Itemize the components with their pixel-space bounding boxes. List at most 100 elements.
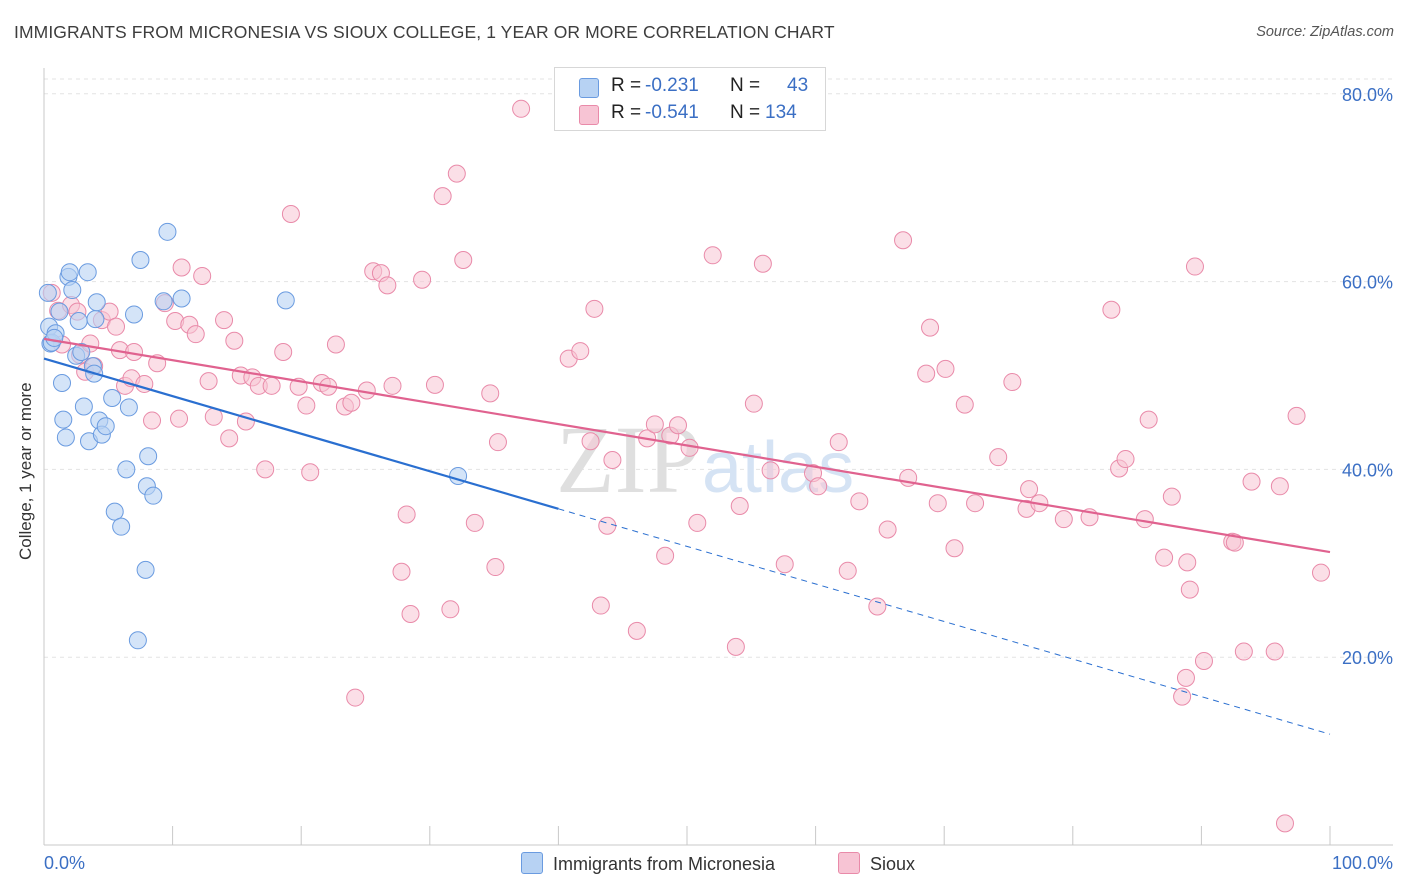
sioux-point xyxy=(172,258,191,277)
sioux-point xyxy=(868,597,887,616)
legend-item-micronesia[interactable]: Immigrants from Micronesia xyxy=(521,852,775,875)
sioux-n-label: N = xyxy=(730,102,761,123)
micronesia-point xyxy=(125,305,144,324)
sioux-point xyxy=(1178,553,1197,572)
sioux-point xyxy=(829,433,848,452)
sioux-point xyxy=(301,463,320,482)
micronesia-point xyxy=(136,560,155,579)
source-label: Source: ZipAtlas.com xyxy=(1256,24,1394,40)
sioux-point xyxy=(928,494,947,513)
sioux-point xyxy=(591,596,610,615)
y-tick-label: 80.0% xyxy=(1342,85,1393,105)
sioux-point xyxy=(917,364,936,383)
sioux-point xyxy=(401,605,420,623)
micronesia-r-value: -0.231 xyxy=(645,75,699,96)
sioux-point xyxy=(425,375,444,394)
sioux-point xyxy=(1139,410,1158,429)
sioux-point xyxy=(199,372,218,391)
sioux-trend-line xyxy=(43,337,1331,554)
sioux-point xyxy=(441,600,460,619)
sioux-point xyxy=(392,562,411,581)
sioux-point xyxy=(465,513,484,532)
sioux-point xyxy=(326,335,345,354)
micronesia-point xyxy=(131,250,150,269)
sioux-point xyxy=(1270,477,1289,496)
legend-item-sioux[interactable]: Sioux xyxy=(838,852,915,875)
micronesia-point xyxy=(45,328,64,347)
sioux-point xyxy=(413,270,432,289)
sioux-point xyxy=(571,342,590,361)
sioux-point xyxy=(838,561,857,580)
trend-lines xyxy=(43,337,1331,735)
sioux-point xyxy=(809,477,828,496)
sioux-point xyxy=(603,451,622,469)
micronesia-point xyxy=(63,281,82,300)
micronesia-point xyxy=(56,428,75,447)
sioux-point xyxy=(346,688,365,707)
chart-title: IMMIGRANTS FROM MICRONESIA VS SIOUX COLL… xyxy=(14,22,835,42)
sioux-point xyxy=(1287,406,1306,425)
micronesia-point xyxy=(172,289,191,308)
micronesia-point xyxy=(119,398,138,417)
sioux-point xyxy=(193,266,212,285)
sioux-point xyxy=(1275,814,1294,833)
sioux-point xyxy=(761,461,780,480)
sioux-point xyxy=(1054,510,1073,529)
legend-sioux-label: Sioux xyxy=(870,854,916,874)
sioux-point xyxy=(966,494,985,513)
micronesia-trend-line xyxy=(43,357,559,510)
y-tick-label: 40.0% xyxy=(1342,460,1393,480)
sioux-point xyxy=(486,558,505,577)
sioux-point xyxy=(753,254,772,273)
legend-micronesia-swatch xyxy=(521,852,543,874)
sioux-point xyxy=(1155,548,1174,567)
sioux-point xyxy=(220,429,239,448)
sioux-point xyxy=(1311,563,1330,582)
sioux-point xyxy=(1234,642,1253,661)
sioux-swatch xyxy=(579,105,599,125)
sioux-point xyxy=(378,276,397,295)
sioux-point xyxy=(1102,300,1121,319)
sioux-point xyxy=(256,460,275,479)
micronesia-point xyxy=(38,283,57,302)
sioux-point xyxy=(598,516,617,535)
sioux-point xyxy=(1185,257,1204,276)
sioux-point xyxy=(1194,651,1213,670)
micronesia-point xyxy=(103,389,122,408)
sioux-point xyxy=(726,637,745,656)
sioux-point xyxy=(989,448,1008,467)
y-tick-label: 60.0% xyxy=(1342,273,1393,293)
sioux-point xyxy=(107,317,126,336)
micronesia-point xyxy=(154,292,173,311)
y-axis-label: College, 1 year or more xyxy=(16,382,35,560)
sioux-point xyxy=(627,621,646,640)
sioux-point xyxy=(730,497,749,516)
sioux-point xyxy=(274,343,293,362)
sioux-point xyxy=(512,99,531,118)
micronesia-point xyxy=(117,460,136,479)
micronesia-swatch xyxy=(579,78,599,98)
sioux-point xyxy=(744,394,763,413)
sioux-point xyxy=(225,331,244,350)
stats-box: R = -0.231 N = 43 R = -0.541 N = 134 xyxy=(554,67,826,131)
micronesia-n-value: 43 xyxy=(787,75,809,96)
sioux-point xyxy=(775,555,794,574)
sioux-point xyxy=(1265,642,1284,661)
sioux-point xyxy=(656,546,675,565)
micronesia-point xyxy=(50,302,69,321)
axes xyxy=(43,68,1393,846)
micronesia-point xyxy=(86,310,105,329)
sioux-point xyxy=(1020,480,1039,499)
sioux-point xyxy=(936,359,955,378)
micronesia-point xyxy=(276,291,295,310)
micronesia-point xyxy=(72,343,91,362)
sioux-point xyxy=(1116,450,1135,469)
micronesia-point xyxy=(54,410,73,429)
sioux-point xyxy=(645,415,664,434)
sioux-point xyxy=(955,395,974,414)
micronesia-point xyxy=(74,397,93,416)
sioux-point xyxy=(100,302,119,321)
micronesia-point xyxy=(69,312,88,331)
micronesia-trend-extension xyxy=(558,508,1331,735)
